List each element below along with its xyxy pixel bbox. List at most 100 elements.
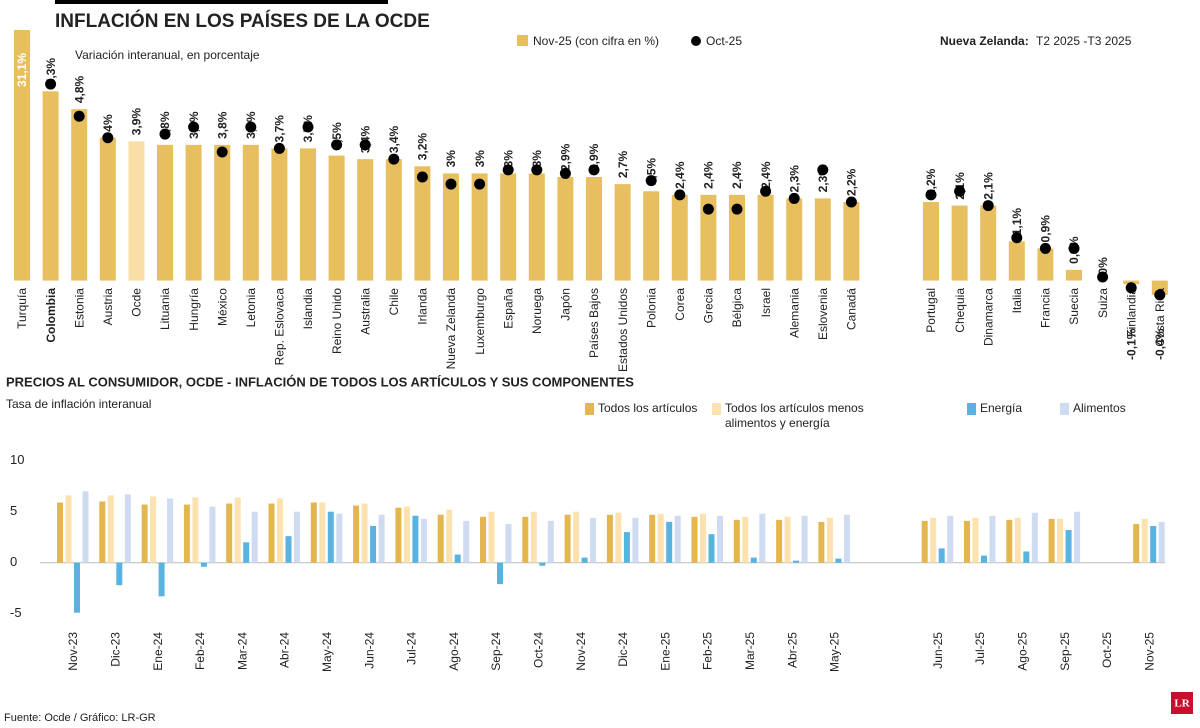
bar [497, 562, 503, 585]
bar [835, 558, 842, 563]
x-tick-label: Estados Unidos [616, 288, 630, 372]
data-label: 2,9% [587, 143, 601, 171]
bar [1031, 512, 1038, 563]
bar [1074, 511, 1081, 563]
data-label: -0,4% [1153, 328, 1167, 360]
y-tick-label: 0 [10, 554, 17, 569]
bar [226, 503, 233, 563]
x-tick-label: Costa Rica [1153, 288, 1167, 347]
x-tick-label: Polonia [644, 288, 658, 328]
x-tick-label: Chequia [953, 288, 967, 333]
data-label: 2,4% [759, 161, 773, 189]
bar [522, 516, 529, 563]
data-label: 2,2% [845, 168, 859, 196]
x-tick-label: Abr-24 [278, 632, 292, 668]
data-label: 2,9% [559, 143, 573, 171]
dot [445, 178, 457, 190]
chart-title: INFLACIÓN EN LOS PAÍSES DE LA OCDE [55, 10, 430, 32]
legend-swatch [691, 36, 701, 46]
bar [310, 502, 317, 563]
bar [989, 515, 996, 563]
x-tick-label: Sep-25 [1058, 632, 1072, 671]
x-tick-label: Feb-24 [193, 632, 207, 670]
bar [930, 517, 937, 563]
bar [1048, 518, 1055, 563]
x-tick-label: Chile [387, 288, 401, 316]
bar [786, 198, 803, 281]
dot [1154, 289, 1166, 301]
bar [505, 523, 512, 563]
bar [700, 513, 706, 563]
bar [185, 144, 202, 281]
bar [614, 184, 631, 281]
data-label: 4,8% [72, 75, 86, 103]
x-tick-label: Nueva Zelanda [444, 288, 458, 370]
dot [559, 167, 571, 179]
bar [1065, 530, 1072, 563]
bar [412, 515, 419, 563]
bar [759, 513, 766, 563]
bar [606, 514, 613, 563]
x-tick-label: Ago-24 [447, 632, 461, 671]
x-tick-label: Noruega [530, 288, 544, 334]
bar [784, 516, 791, 563]
bar [729, 194, 745, 281]
bar [395, 507, 402, 563]
legend-swatch [585, 403, 594, 415]
bar [243, 542, 250, 563]
bar [700, 194, 717, 281]
bar [251, 511, 258, 563]
x-tick-label: Austria [101, 288, 115, 326]
bar [581, 557, 588, 563]
note-text: T2 2025 -T3 2025 [1036, 34, 1132, 48]
x-tick-label: Rep. Eslovaca [273, 288, 287, 366]
x-tick-label: Nov-24 [574, 632, 588, 671]
legend-label: Alimentos [1073, 401, 1126, 415]
bar [733, 519, 740, 563]
x-tick-label: Ene-24 [151, 632, 165, 671]
bar [649, 514, 656, 563]
dot [159, 128, 171, 140]
bar [99, 501, 106, 563]
bar [921, 520, 928, 563]
bar [183, 504, 190, 563]
bar [214, 144, 231, 281]
legend-label: Todos los artículos [598, 401, 698, 415]
bar [242, 144, 259, 281]
dot [102, 132, 114, 144]
bar [157, 144, 173, 281]
dot [245, 121, 257, 133]
bar [471, 173, 488, 281]
bar [557, 177, 574, 281]
source: Fuente: Ocde / Gráfico: LR-GR [4, 712, 156, 724]
legend-label: Nov-25 (con cifra en %) [533, 34, 659, 48]
dot [702, 203, 714, 215]
x-tick-label: Bélgica [730, 288, 744, 328]
data-label: 0,9% [1039, 215, 1053, 243]
bar [666, 521, 673, 563]
x-tick-label: Luxemburgo [473, 288, 487, 355]
bar [200, 562, 207, 567]
bar [385, 159, 402, 281]
bar [1133, 523, 1140, 563]
bar [1057, 518, 1064, 563]
data-label: -0,1% [1124, 328, 1138, 360]
bar [480, 516, 486, 563]
bar [573, 511, 580, 563]
x-tick-label: May-24 [320, 632, 334, 672]
x-tick-label: Grecia [702, 288, 716, 324]
bar [378, 514, 385, 563]
dot [331, 139, 343, 151]
data-label: 2,4% [730, 161, 744, 189]
x-tick-label: Ocde [130, 288, 144, 317]
bar [443, 173, 459, 281]
data-label: 3,8% [215, 111, 229, 139]
y-tick-label: 5 [10, 503, 17, 518]
x-tick-label: Jun-24 [362, 632, 376, 669]
x-tick-label: Suecia [1067, 288, 1081, 325]
bar [826, 517, 833, 563]
bar [801, 515, 808, 563]
x-tick-label: Jul-24 [405, 632, 419, 665]
chart-title: PRECIOS AL CONSUMIDOR, OCDE - INFLACIÓN … [6, 374, 634, 389]
x-tick-label: Islandia [301, 288, 315, 330]
